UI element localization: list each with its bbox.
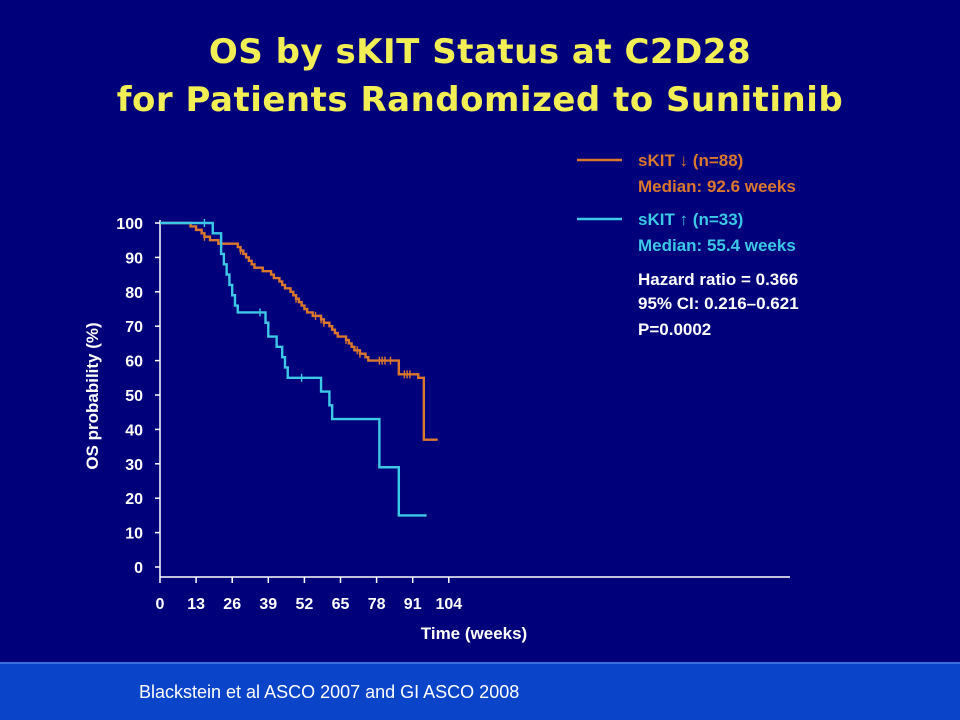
chart-curves bbox=[160, 221, 438, 517]
y-tick-label: 10 bbox=[125, 526, 143, 543]
y-tick-label: 70 bbox=[125, 319, 143, 336]
x-axis-label: Time (weeks) bbox=[421, 624, 527, 643]
y-tick-label: 40 bbox=[125, 422, 143, 439]
x-tick-label: 26 bbox=[223, 596, 241, 613]
chart-censor-marks bbox=[203, 219, 411, 382]
confidence-interval-text: 95% CI: 0.216–0.621 bbox=[638, 294, 799, 313]
x-tick-label: 91 bbox=[404, 596, 422, 613]
series-1-curve bbox=[160, 221, 438, 441]
hazard-ratio-text: Hazard ratio = 0.366 bbox=[638, 270, 798, 289]
y-axis-label: OS probability (%) bbox=[83, 322, 102, 469]
y-tick-label: 0 bbox=[134, 560, 143, 577]
x-tick-label: 39 bbox=[259, 596, 277, 613]
y-tick-label: 30 bbox=[125, 457, 143, 474]
slide-title-line2: for Patients Randomized to Sunitinib bbox=[116, 80, 844, 120]
footer-bar: Blackstein et al ASCO 2007 and GI ASCO 2… bbox=[0, 662, 960, 720]
x-tick-label: 52 bbox=[296, 596, 314, 613]
series-2-curve bbox=[160, 221, 427, 517]
y-tick-label: 20 bbox=[125, 491, 143, 508]
x-tick-label: 65 bbox=[332, 596, 350, 613]
chart-tick-labels: 0 10 20 30 40 50 60 70 80 90 100 0 13 26 39 52 65 78 91 104 bbox=[116, 216, 462, 613]
y-tick-label: 90 bbox=[125, 250, 143, 267]
footer-citation: Blackstein et al ASCO 2007 and GI ASCO 2… bbox=[139, 682, 520, 702]
legend: sKIT ↓ (n=88) Median: 92.6 weeks sKIT ↑ … bbox=[577, 151, 799, 339]
legend-series-1-name: sKIT ↓ (n=88) bbox=[638, 151, 743, 170]
chart-axes bbox=[155, 220, 790, 583]
y-tick-label: 100 bbox=[116, 216, 143, 233]
legend-series-2-name: sKIT ↑ (n=33) bbox=[638, 210, 743, 229]
x-tick-label: 78 bbox=[368, 596, 386, 613]
slide-title-line1: OS by sKIT Status at C2D28 bbox=[208, 32, 752, 72]
y-tick-label: 60 bbox=[125, 354, 143, 371]
legend-series-2-median: Median: 55.4 weeks bbox=[638, 236, 796, 255]
p-value-text: P=0.0002 bbox=[638, 320, 711, 339]
x-tick-label: 0 bbox=[156, 596, 165, 613]
x-tick-label: 104 bbox=[435, 596, 462, 613]
km-chart: 0 10 20 30 40 50 60 70 80 90 100 0 13 26 39 52 65 78 91 104… bbox=[83, 151, 799, 643]
y-tick-label: 80 bbox=[125, 285, 143, 302]
y-tick-label: 50 bbox=[125, 388, 143, 405]
x-tick-label: 13 bbox=[187, 596, 205, 613]
legend-series-1-median: Median: 92.6 weeks bbox=[638, 177, 796, 196]
